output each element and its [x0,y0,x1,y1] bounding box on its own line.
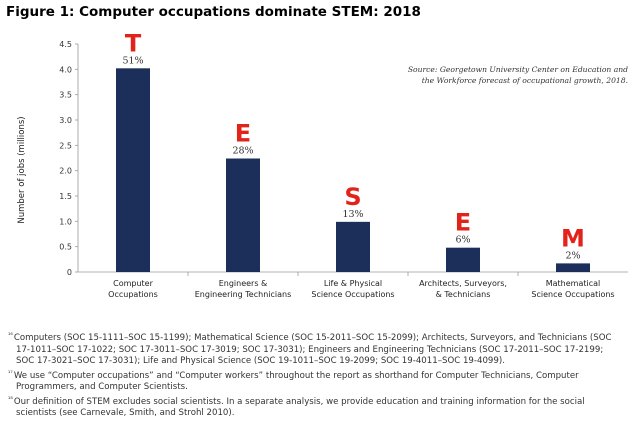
stem-letter: T [125,29,142,57]
stem-letter: E [235,120,251,148]
data-label: 6% [455,235,470,246]
footnote-text: Our definition of STEM excludes social s… [13,396,585,419]
x-category-label: Architects, Surveyors, [419,279,507,288]
data-label: 51% [122,55,143,66]
source-note: Source: Georgetown University Center on … [408,65,628,85]
y-tick-label: 1.0 [59,217,72,226]
stem-letters: T E S E M [125,29,585,252]
x-category-label: & Technicians [436,290,491,299]
x-category-label: Life & Physical [324,279,382,288]
data-labels: 51% 28% 13% 6% 2% [122,55,580,261]
footnote: ¹⁷We use “Computer occupations” and “Com… [8,368,623,394]
footnote-marker: ¹⁶ [8,332,13,339]
figure-title: Figure 1: Computer occupations dominate … [6,4,421,20]
footnote-marker: ¹⁸ [8,395,13,403]
source-note-line: the Workforce forecast of occupational g… [422,76,628,85]
bar [226,158,260,272]
y-tick-label: 0.5 [59,243,72,252]
x-category-label: Occupations [108,290,158,299]
y-tick-label: 4.5 [59,40,72,49]
bar-chart: Number of jobs (millions) Source: George… [17,29,628,299]
bar [446,247,480,272]
y-tick-label: 2.5 [59,141,72,150]
stem-letter: E [455,209,471,237]
x-category-label: Science Occupations [531,290,614,299]
y-tick-label: 1.5 [59,192,72,201]
source-note-line: Source: Georgetown University Center on … [408,65,628,74]
x-category-label: Computer [113,279,153,288]
y-tick-label: 0 [67,268,72,277]
footnote-text: Computers (SOC 15-1111–SOC 15-1199); Mat… [13,333,612,366]
y-ticks: 0 0.5 1.0 1.5 2.0 2.5 3.0 3.5 4.0 4.5 [59,40,78,277]
stem-letter: M [561,224,585,252]
footnotes: ¹⁶Computers (SOC 15-1111–SOC 15-1199); M… [8,330,623,420]
footnote: ¹⁸Our definition of STEM excludes social… [8,394,623,420]
bar [116,68,150,272]
x-category-label: Science Occupations [311,290,394,299]
y-tick-label: 4.0 [59,65,72,74]
x-category-label: Mathematical [546,279,601,288]
y-tick-label: 3.5 [59,91,72,100]
data-label: 13% [342,209,363,220]
footnote-marker: ¹⁷ [8,369,13,377]
y-tick-label: 2.0 [59,167,72,176]
x-category-labels: Computer Occupations Engineers & Engineerin… [108,279,614,299]
y-axis-title-group: Number of jobs (millions) [17,116,27,223]
footnote-text: We use “Computer occupations” and “Compu… [13,370,579,393]
x-category-label: Engineers & [219,279,268,288]
data-label: 28% [232,146,253,157]
stem-letter: S [344,183,361,211]
footnote: ¹⁶Computers (SOC 15-1111–SOC 15-1199); M… [8,330,623,368]
bar [556,263,590,272]
bars [116,68,590,272]
bar [336,221,370,272]
data-label: 2% [565,250,580,261]
y-axis-title: Number of jobs (millions) [17,116,27,223]
x-category-label: Engineering Technicians [195,290,292,299]
y-tick-label: 3.0 [59,116,72,125]
